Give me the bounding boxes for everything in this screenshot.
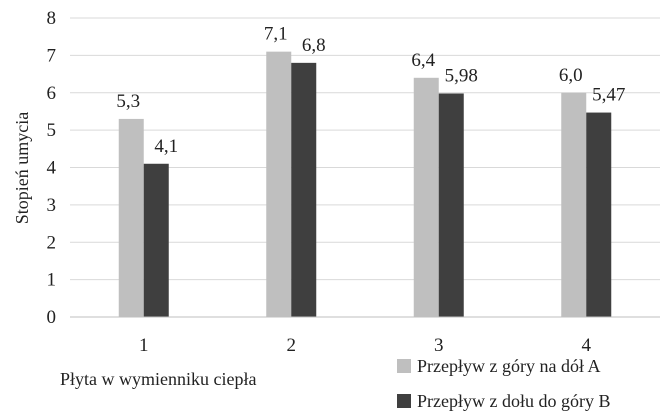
x-axis-title: Płyta w wymienniku ciepła [60,369,256,389]
bar-series-b [291,62,317,317]
legend-swatch-a [397,359,411,373]
x-axis-ticks: 1 2 3 4 [139,335,592,356]
y-tick-label: 2 [47,232,57,253]
y-tick-label: 7 [47,45,57,66]
data-label: 6,0 [559,65,583,86]
x-tick-label: 2 [287,335,297,356]
bar-series-b [143,163,169,317]
y-tick-label: 6 [47,83,57,104]
bar-series-b [586,112,612,317]
data-label: 6,4 [411,50,435,71]
bar-series-a [118,118,144,317]
y-axis-ticks: 0 1 2 3 4 5 6 7 8 [47,8,57,328]
legend-swatch-b [397,394,411,408]
data-label: 5,47 [592,85,625,106]
bar-series-a [266,51,292,317]
data-labels: 5,3 4,1 7,1 6,8 6,4 5,98 6,0 5,47 [116,24,625,157]
data-label: 4,1 [154,136,178,157]
legend-label-b: Przepływ z dołu do góry B [417,391,610,411]
y-tick-label: 8 [47,8,57,29]
legend: Przepływ z góry na dół A Przepływ z dołu… [397,356,610,411]
y-tick-label: 1 [47,270,57,291]
data-label: 5,3 [116,91,140,112]
data-label: 6,8 [302,35,326,56]
bar-series-a [413,77,439,317]
x-tick-label: 1 [139,335,149,356]
data-label: 7,1 [264,24,288,45]
bar-series-a [561,92,587,317]
x-tick-label: 4 [582,335,592,356]
y-tick-label: 5 [47,120,57,141]
data-label: 5,98 [445,65,478,86]
y-tick-label: 3 [47,195,57,216]
y-tick-label: 4 [47,158,57,179]
x-tick-label: 3 [434,335,444,356]
y-tick-label: 0 [47,307,57,328]
legend-label-a: Przepływ z góry na dół A [417,356,600,376]
bars [118,51,612,317]
y-axis-title: Stopień umycia [12,112,32,224]
bar-series-b [438,93,464,317]
